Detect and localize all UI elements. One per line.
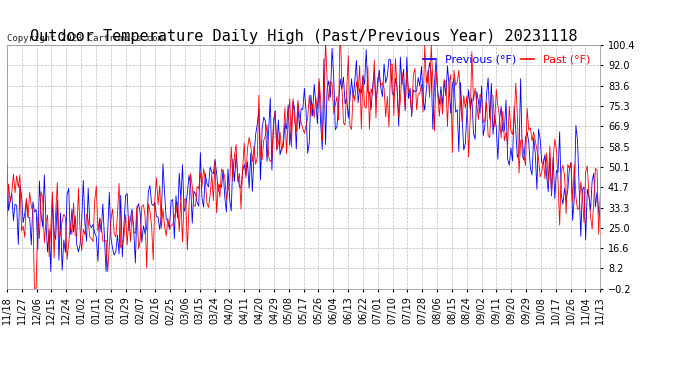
Legend: Previous (°F), Past (°F): Previous (°F), Past (°F) [418,51,595,69]
Title: Outdoor Temperature Daily High (Past/Previous Year) 20231118: Outdoor Temperature Daily High (Past/Pre… [30,29,578,44]
Text: Copyright 2023 Cartronics.com: Copyright 2023 Cartronics.com [7,34,163,43]
